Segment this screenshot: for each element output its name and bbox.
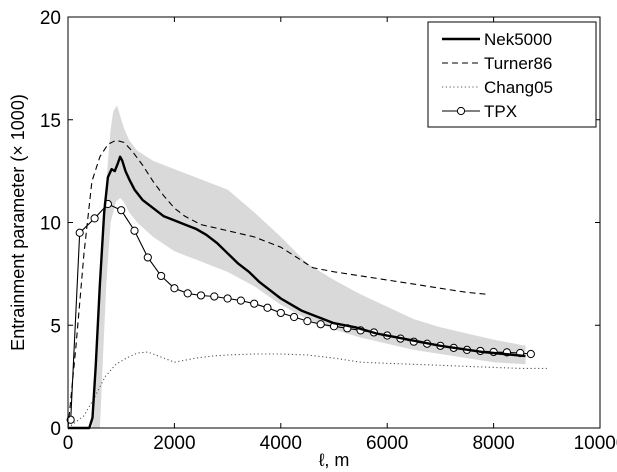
tpx-point <box>316 320 325 329</box>
tpx-point <box>130 226 139 235</box>
tpx-point <box>210 292 219 301</box>
y-tick-label: 15 <box>40 111 61 132</box>
tpx-point <box>196 291 206 300</box>
tpx-point <box>290 312 299 322</box>
series-line-turner86 <box>67 139 489 429</box>
tpx-point <box>117 206 126 215</box>
x-tick-label: 6000 <box>366 433 408 454</box>
legend: Nek5000 Turner86 Chang05 TPX <box>427 21 597 128</box>
tpx-point <box>90 214 99 223</box>
tpx-point <box>75 228 84 237</box>
tpx-point <box>170 284 179 293</box>
tpx-point <box>223 294 232 303</box>
legend-label-nek5000: Nek5000 <box>484 30 552 49</box>
tpx-point <box>236 296 245 305</box>
series-line-chang05 <box>67 351 547 429</box>
legend-label-turner86: Turner86 <box>484 54 552 73</box>
confidence-band-layer <box>91 105 526 429</box>
x-tick-label: 4000 <box>260 433 302 454</box>
legend-label-chang05: Chang05 <box>484 78 553 97</box>
y-tick-label: 10 <box>40 214 61 235</box>
tpx-point <box>250 299 259 308</box>
x-axis-label: ℓ, m <box>319 450 350 470</box>
confidence-band <box>91 105 526 429</box>
tpx-point <box>183 289 192 298</box>
tpx-point <box>263 303 272 312</box>
tpx-point <box>157 271 166 281</box>
series-line-nek5000 <box>68 155 526 430</box>
tpx-point <box>526 349 535 359</box>
y-tick-label: 20 <box>40 8 61 29</box>
y-tick-label: 0 <box>50 419 61 440</box>
x-tick-label: 8000 <box>472 433 514 454</box>
tpx-point <box>276 308 285 318</box>
legend-marker <box>456 106 466 116</box>
x-tick-label: 0 <box>63 433 74 454</box>
x-tick-label: 2000 <box>153 433 195 454</box>
series-layer <box>66 139 547 430</box>
tpx-point <box>143 253 152 262</box>
tpx-point <box>303 317 312 326</box>
y-tick-label: 5 <box>50 316 61 337</box>
y-axis-label: Entrainment parameter (× 1000) <box>8 94 28 351</box>
legend-label-tpx: TPX <box>484 102 517 121</box>
